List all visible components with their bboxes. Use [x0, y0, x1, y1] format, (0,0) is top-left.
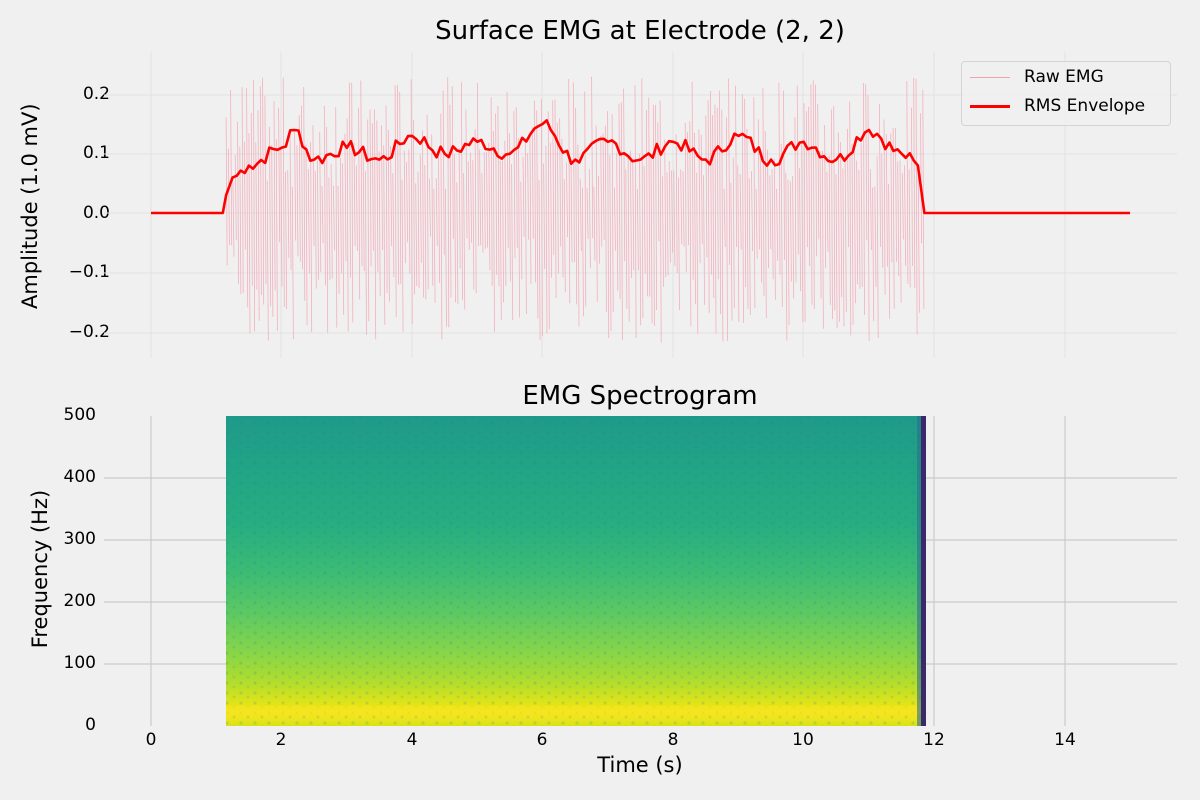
- xtick: 14: [1054, 730, 1076, 750]
- xtick: 8: [667, 730, 679, 750]
- top-ytick: 0.0: [82, 203, 110, 223]
- legend-item-raw: Raw EMG: [962, 64, 1170, 92]
- top-ytick: −0.1: [68, 262, 110, 282]
- legend-item-rms: RMS Envelope: [962, 93, 1170, 121]
- spectrogram-image: [226, 416, 926, 726]
- bottom-plot-xlabel: Time (s): [597, 753, 683, 777]
- top-plot-title: Surface EMG at Electrode (2, 2): [435, 16, 845, 46]
- legend-label-rms: RMS Envelope: [1024, 96, 1146, 116]
- raw-emg-swatch-icon: [970, 77, 1010, 78]
- legend: Raw EMG RMS Envelope: [961, 61, 1171, 126]
- bottom-ytick: 400: [63, 467, 96, 487]
- bottom-plot-ylabel: Frequency (Hz): [28, 489, 52, 649]
- legend-label-raw: Raw EMG: [1024, 67, 1104, 87]
- rms-envelope-series: [151, 119, 1130, 215]
- bottom-ytick: 300: [63, 529, 96, 549]
- bottom-plot-title: EMG Spectrogram: [522, 381, 758, 411]
- raw-emg-series: [225, 76, 925, 343]
- xtick: 4: [406, 730, 418, 750]
- top-ytick: 0.1: [82, 143, 110, 163]
- xtick: 10: [792, 730, 814, 750]
- bottom-ytick: 500: [63, 405, 96, 425]
- rms-envelope-swatch-icon: [970, 105, 1010, 108]
- bottom-ytick: 0: [85, 715, 96, 735]
- xtick: 2: [275, 730, 287, 750]
- xtick: 6: [536, 730, 548, 750]
- xtick: 0: [145, 730, 157, 750]
- bottom-ytick: 100: [63, 653, 96, 673]
- top-ytick: −0.2: [68, 322, 110, 342]
- top-ytick: 0.2: [82, 84, 110, 104]
- xtick: 12: [923, 730, 945, 750]
- bottom-ytick: 200: [63, 591, 96, 611]
